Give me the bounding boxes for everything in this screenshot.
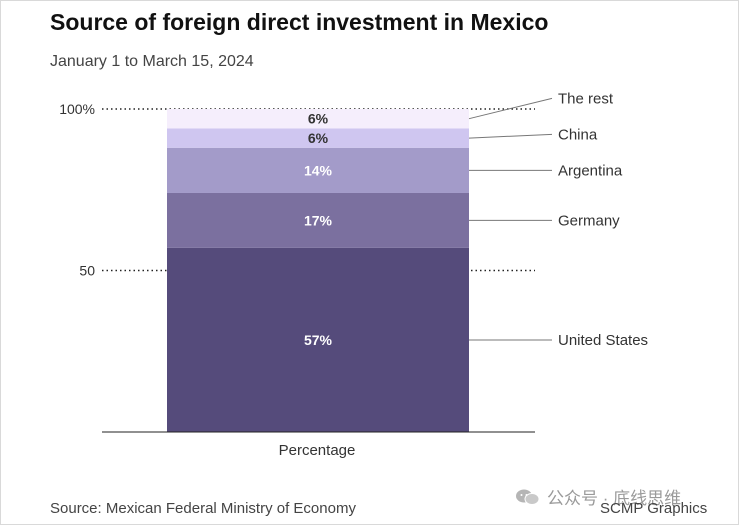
watermark-text: 公众号 · 底线思维	[547, 489, 682, 508]
series-label-argentina: Argentina	[558, 162, 623, 179]
source-note: Source: Mexican Federal Ministry of Econ…	[50, 500, 356, 517]
credit-note: SCMP Graphics	[600, 500, 708, 517]
leader-line-the-rest	[468, 97, 553, 120]
y-tick-label-100: 100%	[59, 101, 95, 117]
series-label-germany: Germany	[558, 212, 620, 229]
data-label-the-rest: 6%	[308, 111, 329, 127]
leader-line-china	[468, 133, 553, 139]
bar-segment-united-states	[167, 247, 469, 432]
data-label-argentina: 14%	[304, 162, 333, 178]
data-label-china: 6%	[308, 130, 329, 146]
series-label-united-states: United States	[558, 332, 648, 349]
x-category-label: Percentage	[279, 442, 356, 459]
bar-segment-china	[167, 128, 469, 148]
chart-title: Source of foreign direct investment in M…	[50, 9, 549, 35]
data-label-united-states: 57%	[304, 332, 333, 348]
chart-subtitle: January 1 to March 15, 2024	[50, 53, 254, 70]
series-label-china: China	[558, 126, 598, 143]
y-tick-label-50: 50	[79, 263, 95, 279]
bar-segment-the-rest	[167, 109, 469, 129]
bar-segment-argentina	[167, 147, 469, 193]
watermark: 公众号 · 底线思维	[515, 484, 681, 509]
series-label-the-rest: The rest	[558, 90, 614, 107]
bar-segment-germany	[167, 192, 469, 248]
data-label-germany: 17%	[304, 212, 333, 228]
wechat-icon	[515, 488, 541, 506]
